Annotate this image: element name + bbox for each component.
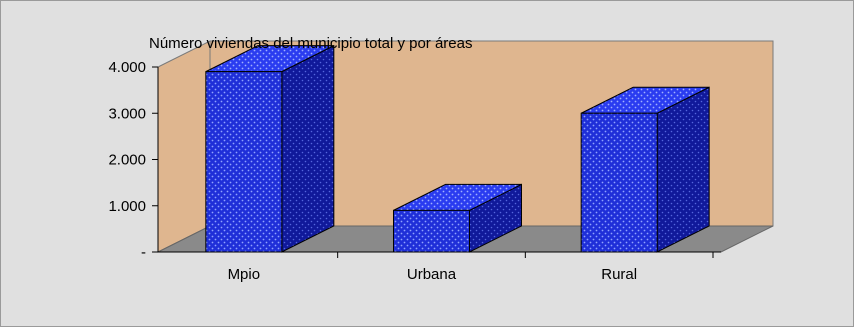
y-tick-label: 4.000 xyxy=(108,59,146,76)
bar-side-face xyxy=(281,44,335,253)
y-tick-label: 3.000 xyxy=(108,105,146,122)
bars-group xyxy=(205,44,710,253)
bar-front-face xyxy=(580,112,658,253)
x-axis-ticks: Mpio Urbana Rural xyxy=(228,252,714,283)
chart-title: Número viviendas del municipio total y p… xyxy=(149,35,473,52)
y-tick-label: 1.000 xyxy=(108,198,146,215)
y-axis-ticks: - 1.000 2.000 3.000 4.000 xyxy=(108,59,158,261)
chart-side-wall xyxy=(157,40,211,253)
bar-side-face xyxy=(656,86,710,253)
bar-mpio xyxy=(205,44,335,253)
y-tick-label: - xyxy=(141,244,146,261)
x-tick-label: Mpio xyxy=(228,266,261,283)
x-tick-label: Rural xyxy=(601,266,637,283)
bar-front-face xyxy=(205,71,283,253)
bar-rural xyxy=(580,86,710,253)
x-tick-label: Urbana xyxy=(407,266,457,283)
y-tick-label: 2.000 xyxy=(108,152,146,169)
bar-urbana xyxy=(393,183,522,253)
bar-front-face xyxy=(393,209,470,253)
